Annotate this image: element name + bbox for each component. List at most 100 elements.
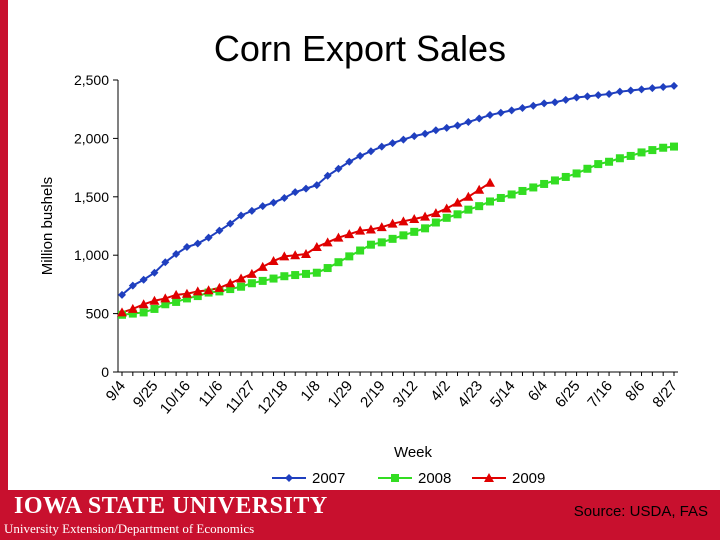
data-point-2007 [193,239,202,248]
data-point-2009 [171,289,182,299]
chart-axes [117,80,678,373]
legend-label-2008: 2008 [418,470,451,487]
data-point-2007 [345,157,354,166]
x-tick-label: 4/23 [454,378,486,411]
data-point-2007 [366,147,375,156]
data-point-2008 [312,268,321,277]
data-point-2008 [464,205,473,214]
x-tick-label: 5/14 [487,378,519,411]
data-point-2009 [214,282,225,292]
data-point-2007 [659,83,668,92]
data-point-2008 [237,282,246,291]
data-point-2008 [410,227,419,236]
y-axis-label: Million bushels [39,177,56,275]
data-point-2007 [280,193,289,202]
data-point-2007 [431,126,440,135]
data-point-2009 [149,295,160,305]
data-point-2008 [366,240,375,249]
data-point-2008 [670,142,678,151]
data-point-2009 [322,237,333,247]
data-point-2007 [302,184,310,193]
data-point-2009 [301,249,311,259]
data-point-2008 [605,157,614,166]
x-axis-label: Week [394,444,433,461]
data-point-2008 [594,160,603,169]
legend-marker-2009 [484,473,494,482]
data-point-2008 [637,148,646,157]
data-point-2009 [420,211,431,221]
legend-label-2007: 2007 [312,470,345,487]
data-point-2007 [172,250,181,259]
data-point-2009 [463,191,474,201]
x-tick-label: 1/8 [297,378,323,405]
y-tick-label: 500 [86,306,110,322]
data-point-2007 [226,219,235,228]
data-point-2009 [138,299,149,309]
data-point-2007 [486,111,494,120]
x-tick-label: 12/18 [254,378,291,418]
x-tick-label: 4/2 [427,378,453,405]
data-point-2009 [387,218,398,228]
data-point-2007 [247,206,256,215]
data-point-2008 [486,197,494,206]
data-point-2007 [356,151,365,160]
data-point-2009 [160,293,171,303]
data-point-2007 [237,211,246,220]
data-point-2007 [594,91,603,100]
data-point-2008 [518,186,527,195]
data-point-2007 [291,188,300,197]
data-point-2008 [323,264,332,273]
data-point-2008 [550,176,559,185]
data-point-2007 [626,86,635,95]
data-point-2008 [431,218,440,227]
data-point-2008 [161,300,170,309]
data-point-2007 [507,106,516,115]
data-point-2007 [453,121,462,130]
data-point-2007 [529,101,538,110]
data-point-2007 [561,95,570,104]
x-tick-label: 8/6 [622,378,648,405]
x-tick-label: 9/4 [103,378,129,405]
data-point-2009 [290,250,301,260]
data-point-2008 [421,224,430,233]
data-point-2008 [659,143,668,152]
data-point-2009 [355,225,366,235]
data-point-2008 [453,210,462,219]
data-point-2008 [128,309,137,318]
data-point-2008 [193,292,202,301]
data-point-2007 [388,139,397,148]
data-point-2009 [485,177,495,187]
data-point-2008 [399,231,408,240]
x-tick-label: 11/27 [223,378,259,417]
data-point-2007 [442,123,451,132]
data-point-2008 [572,169,581,178]
data-point-2007 [583,92,592,101]
data-point-2007 [648,84,657,93]
x-tick-label: 8/27 [649,378,681,411]
y-tick-label: 2,000 [74,130,109,146]
data-point-2009 [311,242,322,252]
x-tick-label: 1/29 [325,378,357,411]
data-point-2009 [365,224,376,234]
data-point-2007 [118,290,126,299]
y-tick-label: 1,000 [74,247,109,263]
data-point-2009 [441,203,452,213]
data-point-2009 [127,303,138,313]
data-point-2008 [529,183,538,192]
data-point-2008 [269,274,278,283]
data-point-2008 [226,285,235,294]
data-point-2007 [540,99,549,108]
data-point-2009 [333,232,344,242]
data-point-2009 [474,184,485,194]
data-point-2009 [236,273,247,283]
data-point-2009 [192,286,203,296]
department-text: University Extension/Department of Econo… [4,521,255,536]
data-point-2007 [399,135,408,144]
data-point-2007 [496,108,505,117]
y-tick-label: 0 [101,364,109,380]
data-point-2009 [257,261,268,271]
series-line-2007 [121,84,675,296]
data-point-2008 [258,276,267,285]
